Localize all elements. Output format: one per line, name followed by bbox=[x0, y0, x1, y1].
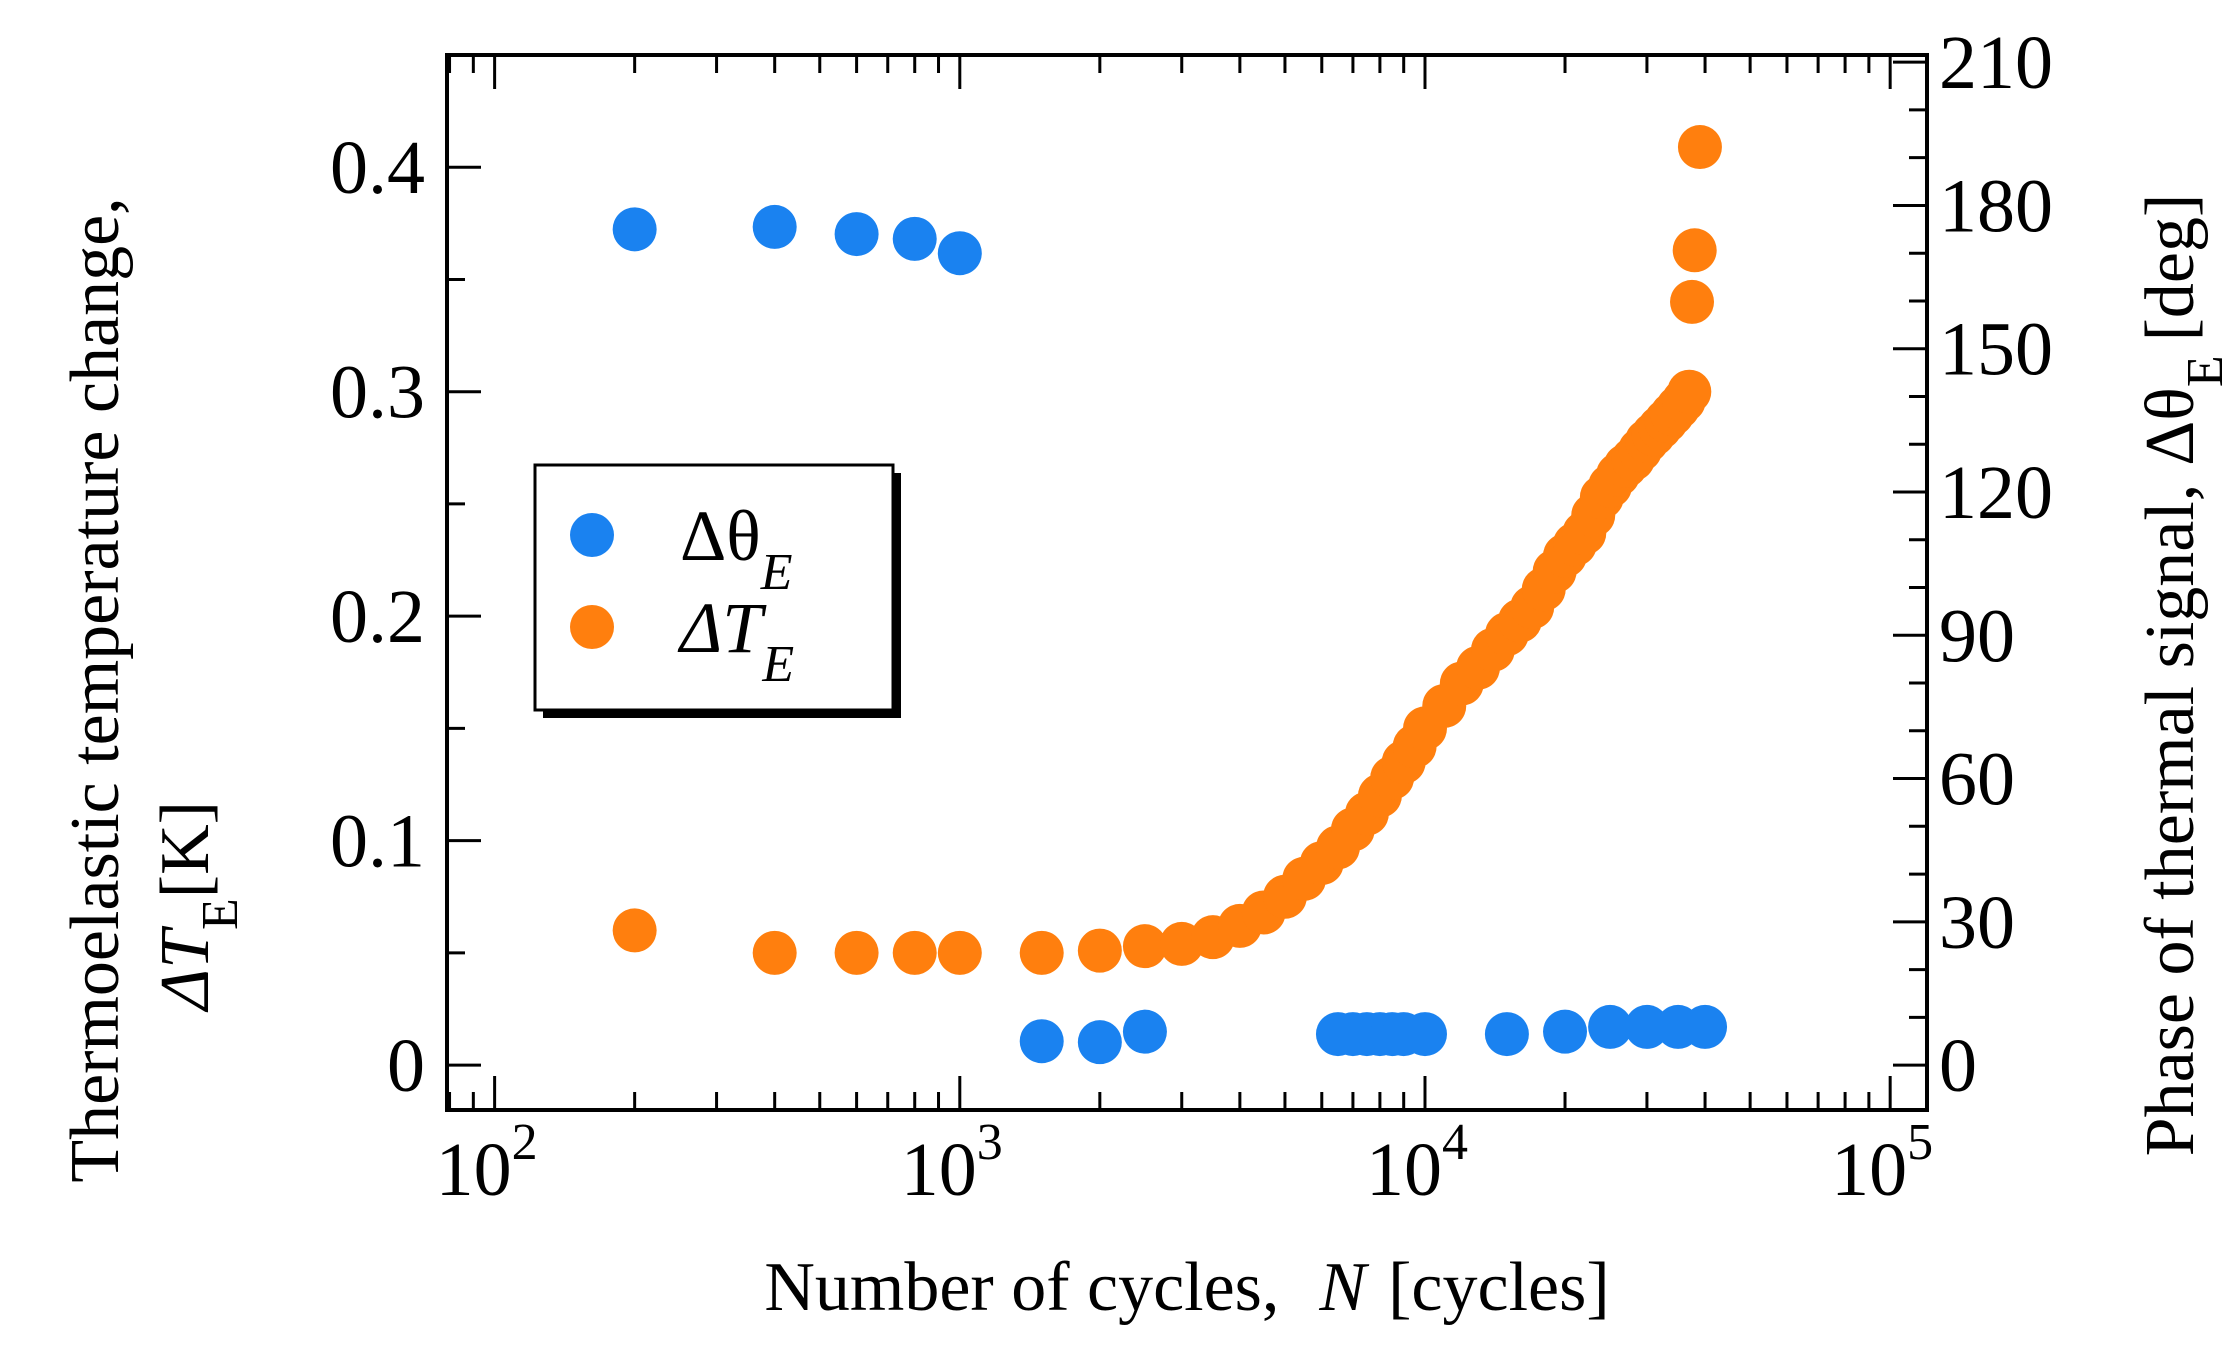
legend: ΔθE ΔTE bbox=[533, 463, 901, 718]
phase-data-point bbox=[834, 212, 879, 257]
phase-data-point bbox=[892, 216, 937, 261]
legend-box bbox=[533, 463, 895, 712]
temperature-data-point bbox=[1672, 228, 1717, 273]
y-left-tick-label: 0.3 bbox=[330, 351, 425, 435]
legend-marker-phase bbox=[570, 513, 614, 557]
temperature-data-point bbox=[1122, 924, 1167, 969]
temperature-data-point bbox=[1077, 928, 1122, 973]
temperature-data-point bbox=[752, 930, 797, 975]
plot-frame bbox=[445, 53, 1929, 1112]
phase-data-point bbox=[612, 207, 657, 252]
phase-data-point bbox=[1588, 1004, 1633, 1049]
temperature-data-point bbox=[1677, 125, 1722, 170]
x-tick-label: 105 bbox=[1831, 1114, 1933, 1212]
x-tick-label: 104 bbox=[1366, 1114, 1468, 1212]
x-axis-title-unit: [cycles] bbox=[1388, 1249, 1610, 1326]
phase-data-point bbox=[937, 231, 982, 276]
temperature-data-point bbox=[1670, 279, 1715, 324]
y-left-tick-label: 0.4 bbox=[330, 126, 425, 210]
phase-data-point bbox=[1122, 1009, 1167, 1054]
phase-data-point bbox=[1077, 1020, 1122, 1065]
x-axis-title-var: N bbox=[1318, 1249, 1369, 1326]
temperature-data-point bbox=[937, 930, 982, 975]
y-right-symbol: Δθ bbox=[2132, 387, 2209, 466]
temperature-data-point bbox=[1667, 369, 1712, 414]
y-left-sub: E bbox=[192, 898, 249, 930]
y-left-tick-label: 0 bbox=[387, 1024, 425, 1108]
y-right-tick-label: 150 bbox=[1939, 308, 2053, 392]
legend-marker-temperature bbox=[570, 605, 614, 649]
phase-data-point bbox=[752, 204, 797, 249]
temperature-data-point bbox=[834, 930, 879, 975]
x-axis-title-text: Number of cycles, bbox=[764, 1249, 1279, 1326]
y-axis-left-title-line1: Thermoelastic temperature change, bbox=[57, 197, 134, 1182]
y-right-tick-label: 0 bbox=[1939, 1024, 1977, 1108]
y-right-sub: E bbox=[2177, 355, 2234, 387]
phase-data-point bbox=[1402, 1012, 1447, 1057]
temperature-data-point bbox=[1019, 930, 1064, 975]
y-axis-right-title: Phase of thermal signal, ΔθE [deg] bbox=[2132, 194, 2234, 1157]
legend-label-phase: ΔθE bbox=[680, 496, 793, 601]
phase-data-point bbox=[1484, 1012, 1529, 1057]
svg-text:Phase of thermal signal,ΔθE[de: Phase of thermal signal, ΔθE [deg] bbox=[2132, 194, 2234, 1157]
phase-data-point bbox=[1624, 1004, 1669, 1049]
temperature-data-point bbox=[612, 908, 657, 953]
y-right-unit: [deg] bbox=[2132, 194, 2209, 342]
y-right-title-text: Phase of thermal signal, bbox=[2132, 484, 2209, 1157]
y-left-tick-label: 0.1 bbox=[330, 800, 425, 884]
y-axis-left-title: Thermoelastic temperature change, ΔTE[K] bbox=[57, 197, 249, 1182]
y-left-symbol: ΔT bbox=[147, 925, 224, 1013]
phase-data-point bbox=[1019, 1019, 1064, 1064]
phase-data-point bbox=[1683, 1004, 1728, 1049]
legend-label-temperature: ΔTE bbox=[677, 588, 794, 693]
y-left-unit: [K] bbox=[147, 801, 224, 898]
ticks-layer: 102 103 104 10500.10.20.30.4030609012015018… bbox=[330, 21, 2053, 1212]
phase-data-point bbox=[1543, 1009, 1588, 1054]
y-right-tick-label: 90 bbox=[1939, 594, 2015, 678]
y-right-tick-label: 210 bbox=[1939, 21, 2053, 105]
x-tick-label: 102 bbox=[436, 1114, 538, 1212]
x-tick-label: 103 bbox=[901, 1114, 1003, 1212]
y-left-tick-label: 0.2 bbox=[330, 575, 425, 659]
y-right-tick-label: 180 bbox=[1939, 164, 2053, 248]
points-layer bbox=[612, 125, 1728, 1065]
x-axis-title: Number of cycles, N [cycles] bbox=[764, 1249, 1609, 1326]
y-right-tick-label: 60 bbox=[1939, 738, 2015, 822]
y-right-tick-label: 30 bbox=[1939, 881, 2015, 965]
y-right-tick-label: 120 bbox=[1939, 451, 2053, 535]
temperature-data-point bbox=[892, 930, 937, 975]
y-axis-left-title-line2: ΔTE[K] bbox=[147, 801, 249, 1013]
